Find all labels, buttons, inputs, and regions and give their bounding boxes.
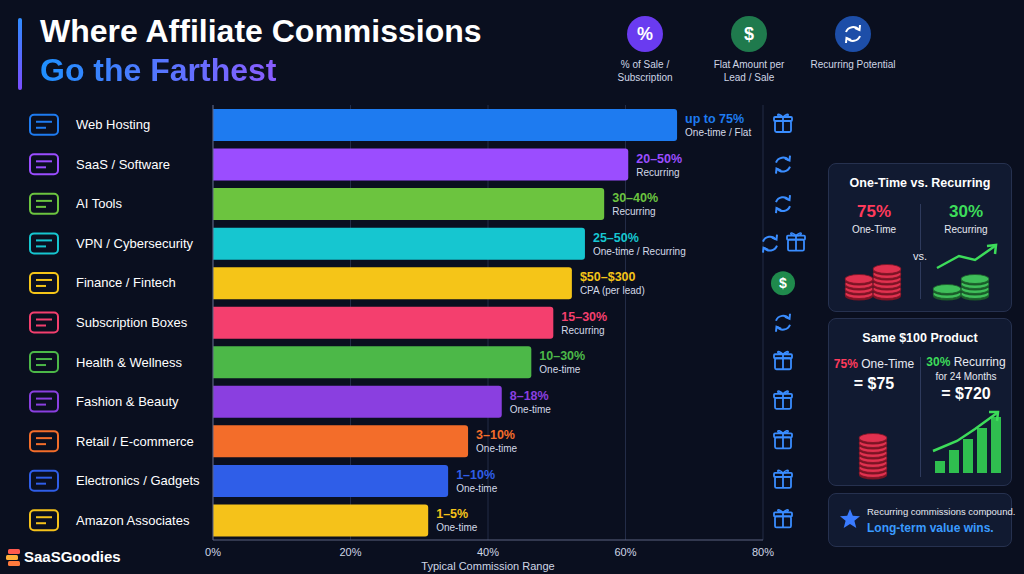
svg-text:30–40%: 30–40% (612, 191, 658, 205)
svg-text:0%: 0% (205, 546, 221, 558)
html-text:vs.: vs. (913, 250, 927, 262)
svg-text:SaaS / Software: SaaS / Software (76, 157, 170, 172)
svg-text:80%: 80% (752, 546, 774, 558)
html-text:Long-term value wins.: Long-term value wins. (867, 521, 994, 535)
svg-text:Health & Wellness: Health & Wellness (76, 355, 182, 370)
svg-text:15–30%: 15–30% (561, 310, 607, 324)
svg-text:One-time: One-time (476, 443, 518, 454)
svg-text:CPA (per lead): CPA (per lead) (580, 285, 645, 296)
svg-text:Amazon Associates: Amazon Associates (76, 513, 190, 528)
svg-text:20–50%: 20–50% (636, 152, 682, 166)
svg-text:$50–$300: $50–$300 (580, 270, 636, 284)
html-text:30%: 30% (949, 202, 983, 221)
html-text:Same $100 Product: Same $100 Product (862, 331, 978, 345)
svg-text:Recurring: Recurring (636, 167, 679, 178)
html-text:for 24 Months: for 24 Months (935, 371, 997, 382)
svg-text:Subscription Boxes: Subscription Boxes (76, 315, 188, 330)
html-text:% of Sale / Subscription: % of Sale / Subscription (617, 59, 673, 83)
svg-text:20%: 20% (339, 546, 361, 558)
svg-text:One-time / Recurring: One-time / Recurring (593, 246, 686, 257)
html-text:Recurring: Recurring (944, 224, 988, 235)
svg-text:Recurring: Recurring (561, 325, 604, 336)
html-text:Flat Amount per Lead / Sale: Flat Amount per Lead / Sale (713, 59, 785, 83)
svg-text:Fashion & Beauty: Fashion & Beauty (76, 394, 179, 409)
html-text:75% One-Time: 75% One-Time (833, 357, 915, 371)
svg-text:$: $ (779, 275, 787, 291)
svg-text:up to 75%: up to 75% (685, 112, 744, 126)
html-text:SaaSGoodies: SaaSGoodies (24, 548, 121, 565)
svg-text:One-time: One-time (510, 404, 552, 415)
html-text:75%: 75% (857, 202, 891, 221)
html-text:Recurring Potential: Recurring Potential (810, 59, 896, 70)
svg-text:40%: 40% (477, 546, 499, 558)
svg-text:1–5%: 1–5% (436, 507, 468, 521)
svg-text:One-time / Flat: One-time / Flat (685, 127, 751, 138)
svg-text:Recurring: Recurring (612, 206, 655, 217)
svg-text:One-time: One-time (456, 483, 498, 494)
html-text:One-Time vs. Recurring: One-Time vs. Recurring (849, 176, 991, 190)
svg-text:1–10%: 1–10% (456, 468, 495, 482)
svg-text:Web Hosting: Web Hosting (76, 117, 150, 132)
html-text:Where Affiliate Commissions: Where Affiliate Commissions (40, 13, 482, 49)
svg-text:Electronics / Gadgets: Electronics / Gadgets (76, 473, 200, 488)
svg-text:Finance / Fintech: Finance / Fintech (76, 275, 176, 290)
svg-text:Typical Commission Range: Typical Commission Range (421, 560, 554, 572)
svg-text:3–10%: 3–10% (476, 428, 515, 442)
html-text:= $75: = $75 (853, 375, 895, 392)
svg-text:60%: 60% (614, 546, 636, 558)
html-text:30% Recurring: 30% Recurring (926, 355, 1006, 369)
html-text:= $720: = $720 (941, 385, 991, 402)
html-text:Go the Farthest: Go the Farthest (40, 52, 277, 88)
svg-text:8–18%: 8–18% (510, 389, 549, 403)
svg-text:10–30%: 10–30% (539, 349, 585, 363)
html-text:One-Time: One-Time (852, 224, 896, 235)
html-text:Recurring commissions compound: Recurring commissions compound. (867, 506, 1016, 517)
svg-text:One-time: One-time (539, 364, 581, 375)
svg-text:25–50%: 25–50% (593, 231, 639, 245)
svg-text:VPN / Cybersecurity: VPN / Cybersecurity (76, 236, 194, 251)
svg-text:One-time: One-time (436, 522, 478, 533)
svg-text:AI Tools: AI Tools (76, 196, 123, 211)
svg-text:Retail / E-commerce: Retail / E-commerce (76, 434, 194, 449)
